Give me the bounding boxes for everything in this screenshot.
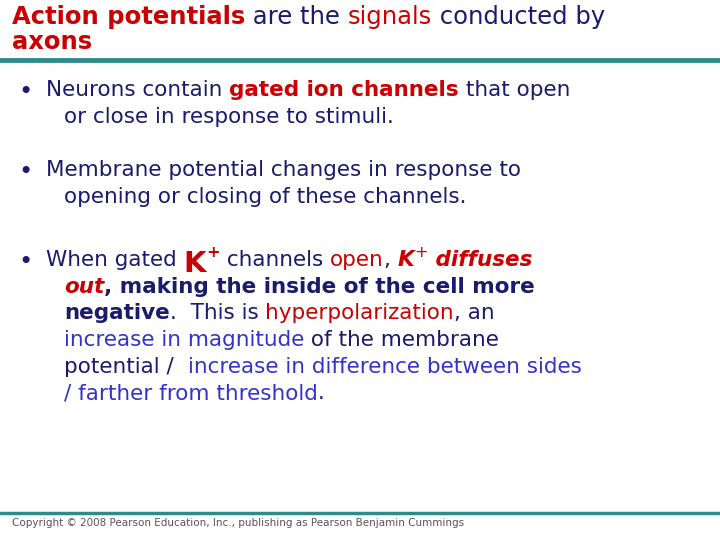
- Text: channels: channels: [220, 250, 330, 270]
- Text: conducted by: conducted by: [432, 5, 606, 29]
- Text: Neurons contain: Neurons contain: [46, 80, 229, 100]
- Text: Copyright © 2008 Pearson Education, Inc., publishing as Pearson Benjamin Cumming: Copyright © 2008 Pearson Education, Inc.…: [12, 518, 464, 528]
- Text: / farther from threshold: / farther from threshold: [64, 383, 318, 403]
- Text: diffuses: diffuses: [428, 250, 532, 270]
- Text: hyperpolarization: hyperpolarization: [266, 303, 454, 323]
- Text: gated ion channels: gated ion channels: [229, 80, 459, 100]
- Text: K: K: [397, 250, 414, 270]
- Text: •: •: [18, 250, 32, 274]
- Text: •: •: [18, 80, 32, 104]
- Text: Membrane potential changes in response to: Membrane potential changes in response t…: [46, 160, 521, 180]
- Text: , an: , an: [454, 303, 495, 323]
- Text: negative: negative: [64, 303, 170, 323]
- Text: Action potentials: Action potentials: [12, 5, 246, 29]
- Text: or close in response to stimuli.: or close in response to stimuli.: [64, 107, 394, 127]
- Text: K: K: [184, 250, 206, 278]
- Text: , making the inside of the cell more: , making the inside of the cell more: [104, 276, 535, 296]
- Text: opening or closing of these channels.: opening or closing of these channels.: [64, 187, 467, 207]
- Text: signals: signals: [348, 5, 432, 29]
- Text: axons: axons: [12, 30, 92, 54]
- Text: increase in difference between sides: increase in difference between sides: [187, 356, 581, 376]
- Text: ,: ,: [384, 250, 397, 270]
- Text: out: out: [64, 276, 104, 296]
- Text: are the: are the: [246, 5, 348, 29]
- Text: .: .: [318, 383, 325, 403]
- Text: that open: that open: [459, 80, 570, 100]
- Text: +: +: [414, 245, 428, 260]
- Text: open: open: [330, 250, 384, 270]
- Text: of the membrane: of the membrane: [305, 330, 499, 350]
- Text: +: +: [206, 245, 220, 260]
- Text: When gated: When gated: [46, 250, 184, 270]
- Text: .  This is: . This is: [170, 303, 266, 323]
- Text: increase in magnitude: increase in magnitude: [64, 330, 305, 350]
- Text: potential /: potential /: [64, 356, 187, 376]
- Text: •: •: [18, 160, 32, 184]
